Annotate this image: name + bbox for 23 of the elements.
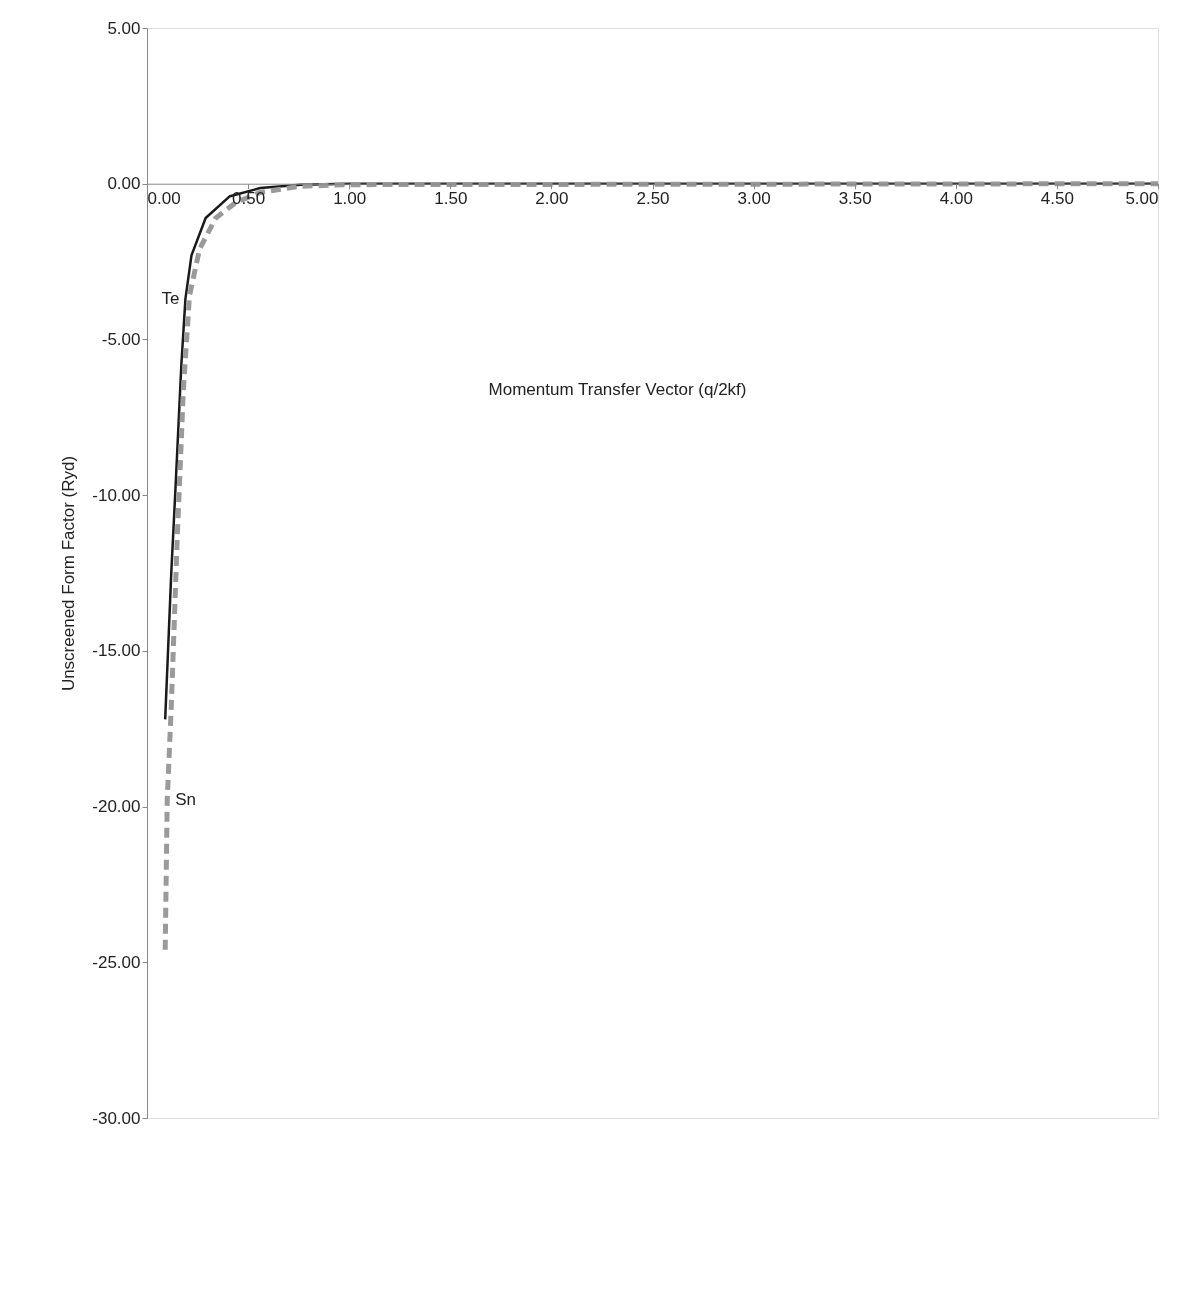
x-tick-label: 0.50: [232, 189, 266, 209]
x-tick-label: 0.00: [147, 189, 181, 209]
x-tick-label: 5.00: [1125, 189, 1159, 209]
y-axis-title: Unscreened Form Factor (Ryd): [59, 455, 79, 692]
y-tick-label: -10.00: [92, 485, 141, 505]
y-tick-label: -30.00: [92, 1108, 141, 1128]
y-tick-label: -25.00: [92, 952, 141, 972]
x-tick-label: 1.50: [434, 189, 468, 209]
y-tick-label: -5.00: [101, 329, 141, 349]
x-axis-title: Momentum Transfer Vector (q/2kf): [488, 380, 747, 400]
y-tick-label: 5.00: [107, 18, 141, 38]
x-tick-label: 3.50: [838, 189, 872, 209]
y-tick-label: -15.00: [92, 641, 141, 661]
series-label: Te: [161, 288, 180, 308]
y-tick-label: 0.00: [107, 174, 141, 194]
y-tick-label: -20.00: [92, 797, 141, 817]
x-tick-label: 4.50: [1040, 189, 1074, 209]
series-label: Sn: [175, 790, 197, 810]
x-tick-label: 4.00: [939, 189, 973, 209]
x-tick-label: 2.50: [636, 189, 670, 209]
x-tick-label: 2.00: [535, 189, 569, 209]
x-tick-label: 1.00: [333, 189, 367, 209]
x-tick-label: 3.00: [737, 189, 771, 209]
